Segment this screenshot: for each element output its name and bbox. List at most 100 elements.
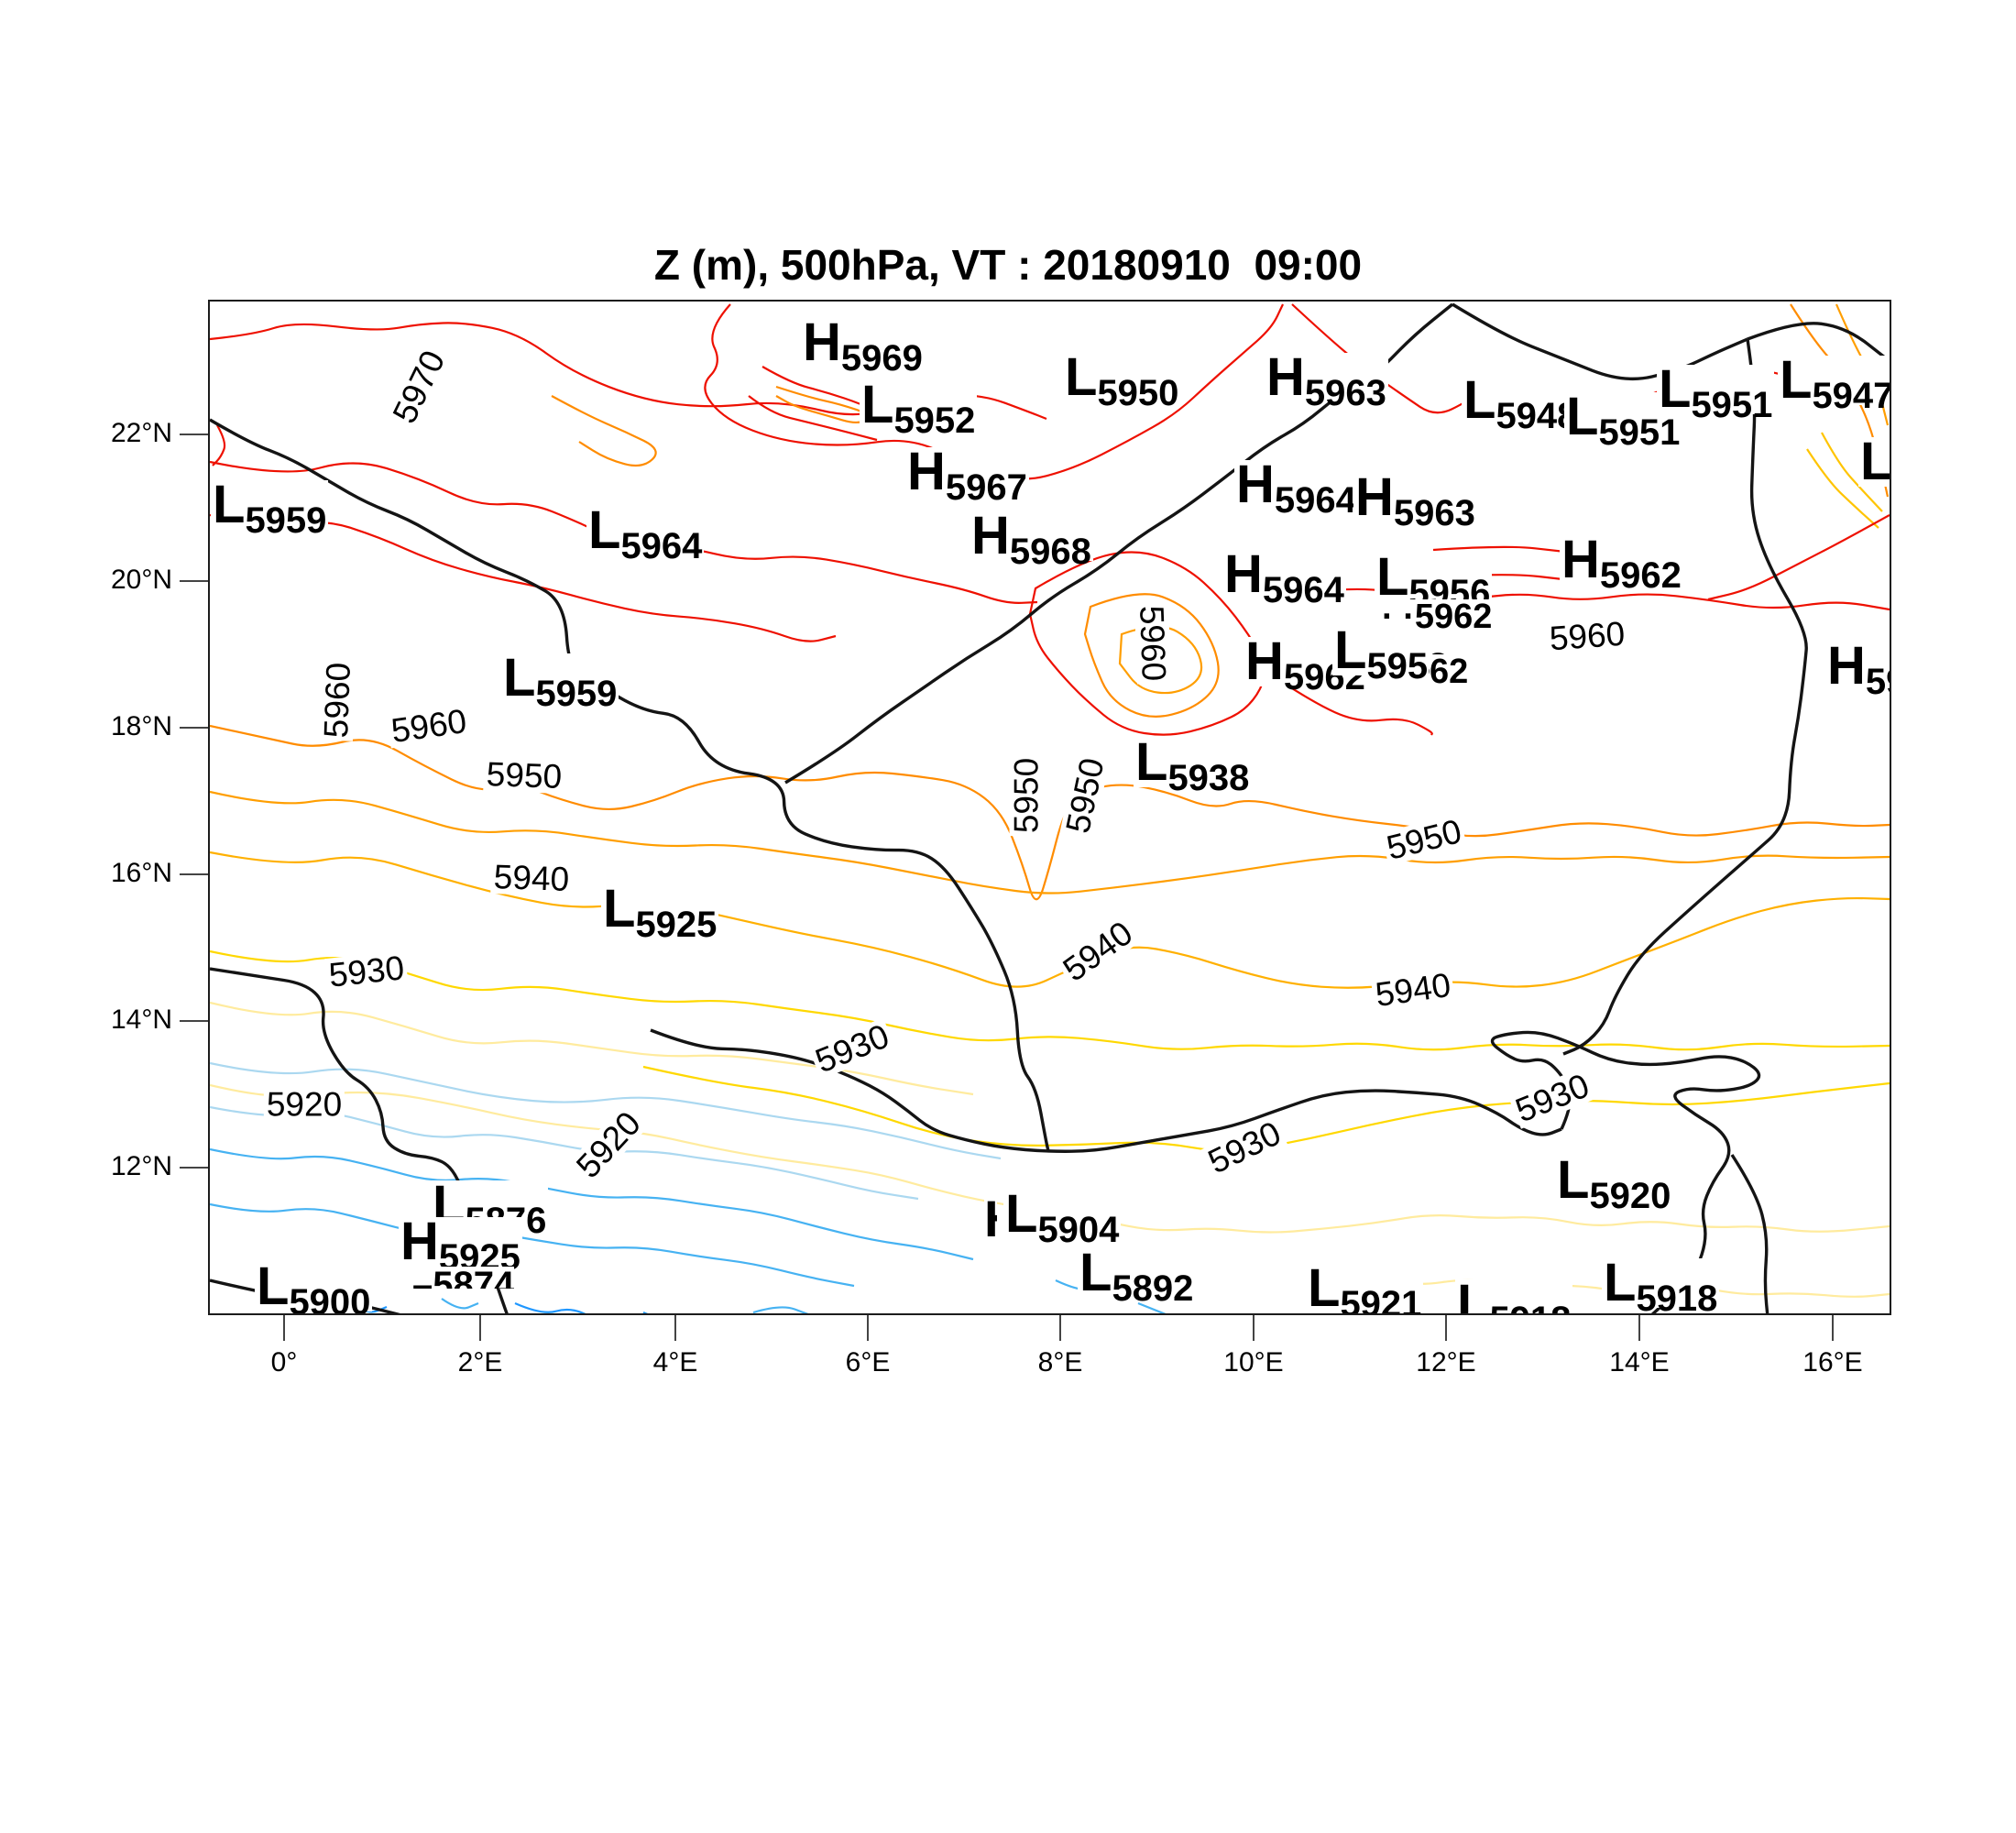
partially-hidden-label: 62 — [1430, 654, 1469, 689]
low-pressure-marker: L5 — [1858, 432, 1891, 491]
contour-value-label: 5960 — [317, 659, 357, 741]
contour-line-orange2 — [1118, 625, 1203, 695]
geographic-border-line — [650, 1028, 1562, 1153]
low-pressure-marker: L 5904 — [1003, 1184, 1122, 1248]
contour-line-blue — [514, 1301, 586, 1313]
lat-tick-mark — [180, 580, 208, 582]
extremum-letter: L — [1308, 1258, 1341, 1315]
lon-tick-mark — [1253, 1312, 1255, 1341]
extremum-value: 5950 — [1097, 373, 1179, 413]
lon-tick-label: 2°E — [457, 1347, 503, 1377]
high-pressure-marker: H 5964 — [1222, 544, 1346, 609]
extremum-letter: L — [1557, 1150, 1590, 1210]
contour-line-red — [1432, 545, 1566, 554]
lon-tick-mark — [867, 1312, 869, 1341]
extremum-value: 5892 — [1112, 1268, 1194, 1309]
extremum-value: 5947 — [1812, 376, 1891, 416]
low-pressure-marker: L 5892 — [1078, 1246, 1196, 1307]
low-pressure-marker: L 5947 — [1778, 350, 1890, 414]
extremum-letter: H — [803, 313, 841, 372]
extremum-letter: H — [1266, 347, 1305, 407]
extremum-letter: L — [1566, 387, 1599, 446]
lon-tick-mark — [1832, 1312, 1834, 1341]
extremum-value: 5969 — [840, 338, 923, 379]
contour-line-red — [1028, 551, 1266, 736]
extremum-letter: H — [1245, 631, 1284, 691]
extremum-letter: L — [1457, 1274, 1490, 1315]
low-pressure-marker: L 5952 — [860, 379, 978, 439]
extremum-value: 5920 — [1589, 1176, 1671, 1216]
lon-tick-label: 16°E — [1802, 1347, 1863, 1377]
extremum-letter: H — [971, 506, 1010, 565]
extremum-value: 5968 — [1009, 532, 1091, 572]
extremum-letter: L — [257, 1257, 290, 1315]
lon-tick-label: 4°E — [652, 1347, 698, 1377]
lat-tick-mark — [180, 1020, 208, 1022]
low-pressure-marker: L 5951 — [1564, 387, 1682, 451]
lat-tick-mark — [180, 1167, 208, 1169]
contour-value-label: 5930 — [324, 949, 409, 994]
low-pressure-marker: L 5938 — [1134, 736, 1252, 796]
extremum-letter: H — [1224, 544, 1263, 604]
high-pressure-marker: H59 — [1825, 640, 1890, 700]
lon-tick-mark — [1059, 1312, 1061, 1341]
extremum-letter: L — [1604, 1253, 1637, 1312]
lat-tick-label: 16°N — [110, 858, 172, 888]
contour-value-label: 5960 — [1133, 602, 1173, 685]
contour-value-label: 5950 — [1008, 754, 1046, 837]
contour-line-red — [748, 395, 878, 442]
extremum-letter: H — [1236, 455, 1275, 514]
extremum-letter: L — [1334, 620, 1367, 680]
contour-line-gold — [1806, 448, 1879, 529]
map-frame: 5970 5960 5960 5950 5950 5950 5950 5960 5960 5940… — [208, 300, 1891, 1315]
extremum-letter: L — [1005, 1184, 1038, 1244]
extremum-value: 59 — [1865, 662, 1890, 702]
extremum-letter: L — [503, 648, 536, 708]
extremum-value: 5921 — [1340, 1284, 1422, 1315]
lat-tick-label: 22°N — [110, 418, 172, 448]
contour-line-orange — [551, 395, 657, 467]
extremum-value: 5967 — [945, 467, 1027, 508]
extremum-letter: L — [588, 500, 621, 560]
lon-tick-label: 6°E — [845, 1347, 891, 1377]
low-pressure-marker: L 5920 — [1555, 1150, 1673, 1214]
high-pressure-marker: H 5968 — [970, 506, 1093, 570]
low-pressure-marker: L 5900 — [255, 1257, 373, 1315]
high-pressure-marker: H 5963 — [1353, 467, 1477, 532]
extremum-letter: L — [603, 879, 636, 938]
extremum-letter: H — [1561, 530, 1600, 589]
extremum-letter: L — [1463, 370, 1496, 430]
lon-tick-label: 14°E — [1609, 1347, 1670, 1377]
low-pressure-marker: L 5964 — [586, 500, 705, 565]
contour-line-skyblue — [210, 1147, 974, 1261]
extremum-letter: H — [1355, 467, 1394, 527]
contour-line-orange — [210, 724, 1890, 901]
contour-value-label: 5940 — [490, 858, 573, 898]
extremum-letter: L — [1860, 432, 1891, 491]
lat-tick-mark — [180, 727, 208, 729]
extremum-value: 5900 — [289, 1282, 371, 1315]
extremum-value: 5951 — [1691, 385, 1773, 425]
geographic-border-line — [1490, 1030, 1761, 1313]
extremum-letter: L — [1376, 547, 1409, 607]
low-pressure-marker: L 5921 — [1306, 1258, 1424, 1315]
lon-tick-label: 12°E — [1416, 1347, 1476, 1377]
contour-line-gold — [1821, 432, 1883, 512]
extremum-value: 5952 — [893, 401, 976, 441]
lat-tick-label: 20°N — [110, 565, 172, 595]
contour-line-yellow — [210, 949, 1890, 1051]
contour-line-orange — [1083, 593, 1220, 718]
contour-value-label: 5950 — [483, 755, 565, 796]
extremum-value: 5962 — [1599, 555, 1682, 596]
extremum-letter: L — [1780, 350, 1813, 410]
low-pressure-marker: L 5950 — [1063, 351, 1181, 412]
high-pressure-marker: H 5967 — [905, 442, 1029, 506]
geographic-border-line — [1452, 302, 1748, 381]
extremum-letter: H — [907, 442, 946, 501]
lat-tick-label: 18°N — [110, 711, 172, 741]
extremum-value: 5938 — [1167, 758, 1250, 798]
high-pressure-marker: H 5964 — [1234, 455, 1358, 519]
